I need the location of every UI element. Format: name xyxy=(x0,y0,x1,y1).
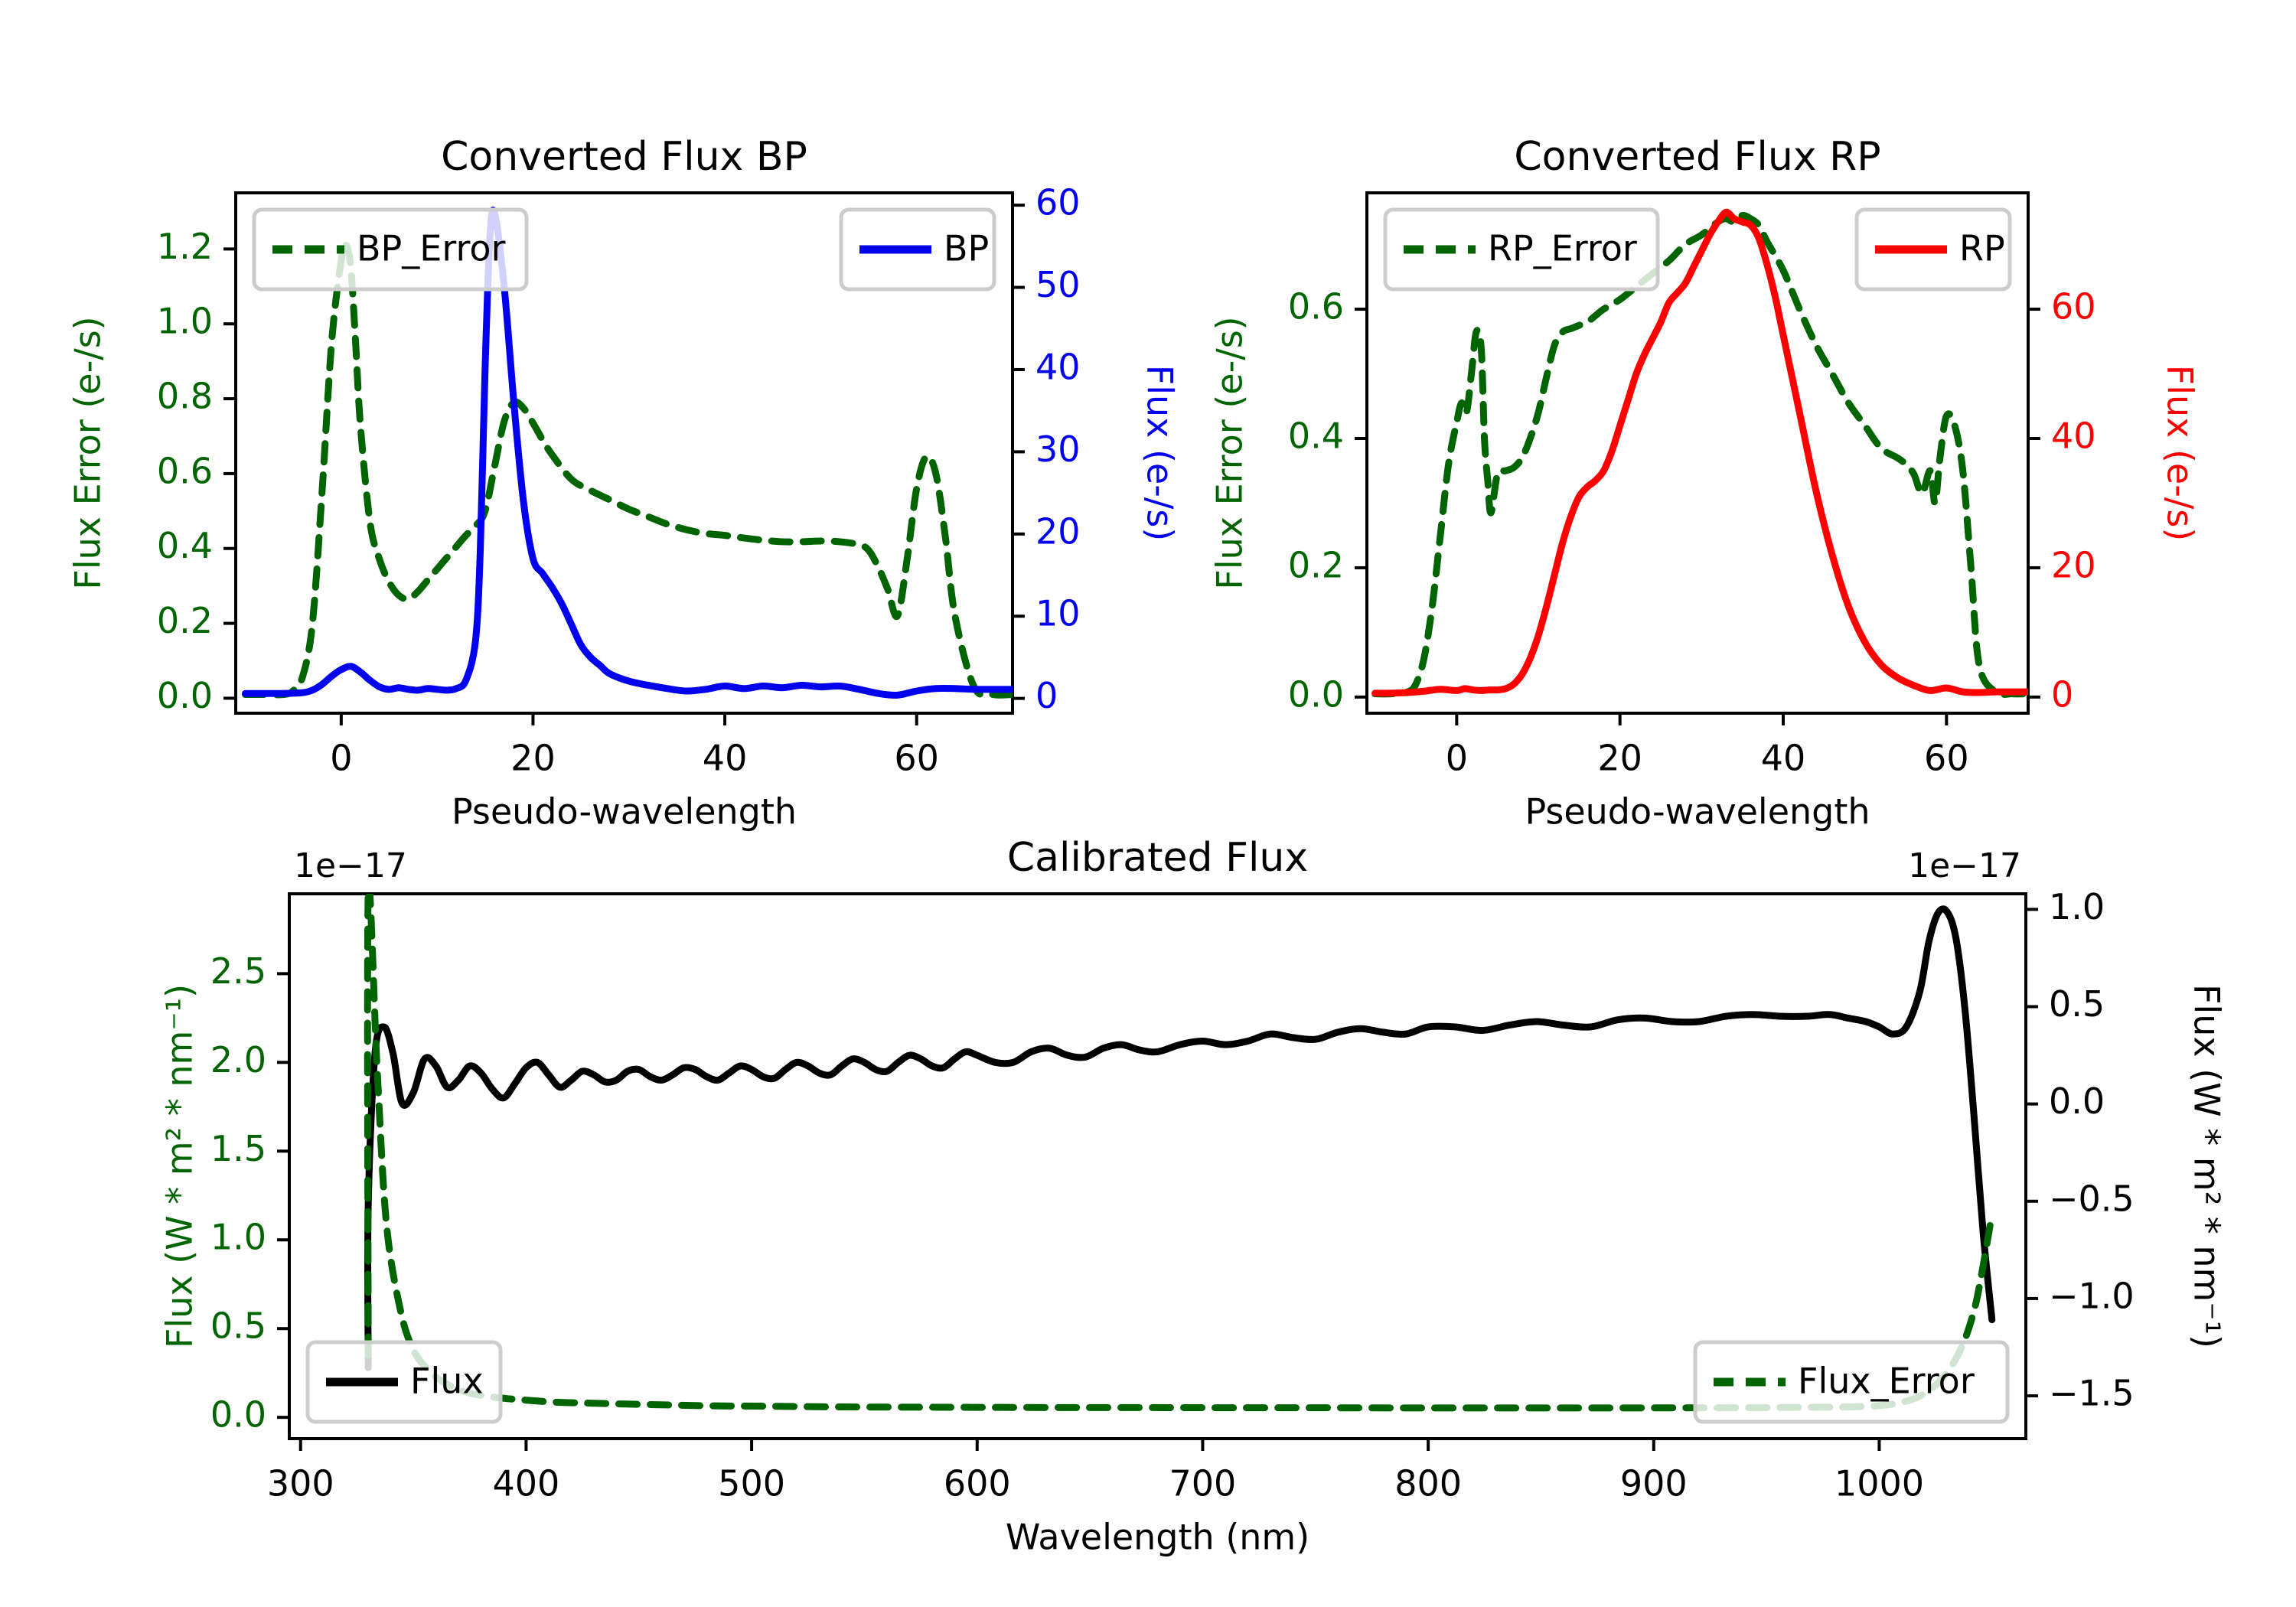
axes-frame-calibrated_flux xyxy=(288,892,2027,1440)
xtick-label-calibrated_flux-3: 600 xyxy=(944,1463,1011,1504)
ylabel-left-converted_flux_bp: Flux Error (e-/s) xyxy=(67,316,109,589)
ytick-left-label-calibrated_flux-3: 1.5 xyxy=(210,1128,266,1169)
plot-title-converted_flux_bp: Converted Flux BP xyxy=(441,134,807,180)
ytick-left-label-converted_flux_rp-1: 0.2 xyxy=(1288,544,1344,585)
ytick-left-label-calibrated_flux-4: 2.0 xyxy=(210,1039,266,1081)
ytick-right-label-calibrated_flux-2: 0.0 xyxy=(2049,1081,2105,1122)
xtick-label-calibrated_flux-2: 500 xyxy=(718,1463,785,1504)
xtick-label-converted_flux_bp-0: 0 xyxy=(330,738,352,779)
series-bp xyxy=(242,207,1013,699)
legend-label-flux: Flux xyxy=(410,1361,484,1402)
xtick-label-converted_flux_bp-1: 20 xyxy=(510,738,556,779)
legend-flux[interactable]: Flux xyxy=(305,1340,503,1424)
ytick-right-label-converted_flux_bp-3: 30 xyxy=(1035,429,1081,470)
legend-label-rp_error: RP_Error xyxy=(1488,228,1637,269)
ytick-left-label-calibrated_flux-0: 0.0 xyxy=(210,1394,266,1436)
ylabel-left-converted_flux_rp: Flux Error (e-/s) xyxy=(1209,316,1251,589)
offset-text-right-calibrated_flux: 1e−17 xyxy=(1908,846,2021,885)
ytick-right-label-calibrated_flux-1: 0.5 xyxy=(2049,983,2105,1025)
ytick-right-label-calibrated_flux-0: 1.0 xyxy=(2049,886,2105,927)
xtick-label-calibrated_flux-5: 800 xyxy=(1394,1463,1462,1504)
data-area-calibrated_flux xyxy=(364,894,1996,1412)
subplot-calibrated_flux: Calibrated Flux 300 400 500 600 700 800 900 1000… xyxy=(159,835,2228,1558)
ytick-left-label-converted_flux_bp-2: 0.4 xyxy=(157,525,213,566)
xtick-label-converted_flux_rp-0: 0 xyxy=(1446,738,1468,779)
ytick-left-label-converted_flux_bp-1: 0.2 xyxy=(157,600,213,641)
xtick-label-converted_flux_rp-1: 20 xyxy=(1597,738,1642,779)
xlabel-converted_flux_bp: Pseudo-wavelength xyxy=(452,791,797,833)
xtick-label-calibrated_flux-7: 1000 xyxy=(1835,1463,1924,1504)
ylabel-right-converted_flux_rp: Flux (e-/s) xyxy=(2160,365,2201,542)
legend-rp[interactable]: RP xyxy=(1854,207,2012,292)
ytick-left-label-converted_flux_bp-6: 1.2 xyxy=(157,226,213,267)
legend-bp_error[interactable]: BP_Error xyxy=(252,207,529,292)
ytick-right-label-calibrated_flux-5: −1.5 xyxy=(2049,1373,2135,1414)
legend-box-bp_error xyxy=(252,207,529,292)
legend-bp[interactable]: BP xyxy=(839,207,996,292)
ytick-right-label-converted_flux_rp-1: 20 xyxy=(2051,544,2096,585)
xtick-label-converted_flux_bp-2: 40 xyxy=(703,738,748,779)
xtick-label-calibrated_flux-0: 300 xyxy=(267,1463,334,1504)
series-rp xyxy=(1371,208,2028,697)
ytick-right-label-converted_flux_bp-6: 60 xyxy=(1035,182,1081,223)
ytick-left-label-converted_flux_bp-3: 0.6 xyxy=(157,450,213,491)
ytick-left-label-converted_flux_rp-2: 0.4 xyxy=(1288,415,1344,456)
xtick-label-calibrated_flux-1: 400 xyxy=(493,1463,560,1504)
ytick-right-label-converted_flux_rp-0: 0 xyxy=(2051,673,2073,715)
ytick-left-label-calibrated_flux-5: 2.5 xyxy=(210,950,266,992)
ytick-right-label-converted_flux_bp-1: 10 xyxy=(1035,593,1081,634)
legend-box-flux xyxy=(305,1340,503,1424)
legend-flux_error[interactable]: Flux_Error xyxy=(1693,1340,2010,1424)
ytick-right-label-calibrated_flux-3: −0.5 xyxy=(2049,1178,2135,1219)
xtick-label-calibrated_flux-4: 700 xyxy=(1169,1463,1237,1504)
xtick-label-converted_flux_rp-3: 60 xyxy=(1924,738,1969,779)
xlabel-calibrated_flux: Wavelength (nm) xyxy=(1006,1517,1309,1558)
axes-frame-converted_flux_rp xyxy=(1365,191,2030,715)
legend-label-bp: BP xyxy=(944,228,989,269)
legend-label-rp: RP xyxy=(1959,228,2005,269)
ytick-left-label-converted_flux_rp-3: 0.6 xyxy=(1288,286,1344,328)
legend-rp_error[interactable]: RP_Error xyxy=(1383,207,1660,292)
xtick-label-converted_flux_rp-2: 40 xyxy=(1761,738,1806,779)
ytick-right-label-converted_flux_bp-2: 20 xyxy=(1035,510,1081,552)
ytick-right-label-calibrated_flux-4: −1.0 xyxy=(2049,1275,2135,1316)
subplot-converted_flux_rp: Converted Flux RP 0 20 40 60 Pseudo-wavelengt… xyxy=(1209,134,2201,833)
plot-title-calibrated_flux: Calibrated Flux xyxy=(1007,835,1308,881)
ytick-right-label-converted_flux_bp-5: 50 xyxy=(1035,264,1081,305)
series-bp_error xyxy=(242,241,1013,699)
xtick-label-calibrated_flux-6: 900 xyxy=(1620,1463,1688,1504)
series-flux_error xyxy=(364,894,1996,1412)
ylabel-right-calibrated_flux: Flux (W * m² * nm⁻¹) xyxy=(2187,984,2228,1348)
ytick-right-label-converted_flux_bp-0: 0 xyxy=(1035,675,1058,716)
ytick-left-label-calibrated_flux-1: 0.5 xyxy=(210,1305,266,1347)
ytick-right-label-converted_flux_rp-2: 40 xyxy=(2051,415,2096,456)
ytick-right-label-converted_flux_bp-4: 40 xyxy=(1035,346,1081,387)
ytick-left-label-converted_flux_bp-4: 0.8 xyxy=(157,376,213,417)
ytick-left-label-converted_flux_bp-0: 0.0 xyxy=(157,675,213,716)
legend-label-flux_error: Flux_Error xyxy=(1798,1361,1975,1402)
legend-label-bp_error: BP_Error xyxy=(357,228,506,269)
legend-box-rp_error xyxy=(1383,207,1660,292)
subplot-converted_flux_bp: Converted Flux BP 0 20 40 60 Pseudo-wavelengt… xyxy=(67,134,1181,833)
ytick-left-label-converted_flux_bp-5: 1.0 xyxy=(157,301,213,342)
ytick-left-label-converted_flux_rp-0: 0.0 xyxy=(1288,673,1344,715)
plot-title-converted_flux_rp: Converted Flux RP xyxy=(1514,134,1880,180)
xtick-label-converted_flux_bp-3: 60 xyxy=(894,738,939,779)
offset-text-left-calibrated_flux: 1e−17 xyxy=(294,846,407,885)
ytick-left-label-calibrated_flux-2: 1.0 xyxy=(210,1217,266,1258)
ylabel-left-calibrated_flux: Flux (W * m² * nm⁻¹) xyxy=(159,984,201,1348)
series-flux xyxy=(364,905,1996,1371)
ylabel-right-converted_flux_bp: Flux (e-/s) xyxy=(1140,365,1181,542)
legend-box-flux_error xyxy=(1693,1340,2010,1424)
xlabel-converted_flux_rp: Pseudo-wavelength xyxy=(1525,791,1870,833)
ytick-right-label-converted_flux_rp-3: 60 xyxy=(2051,286,2096,328)
